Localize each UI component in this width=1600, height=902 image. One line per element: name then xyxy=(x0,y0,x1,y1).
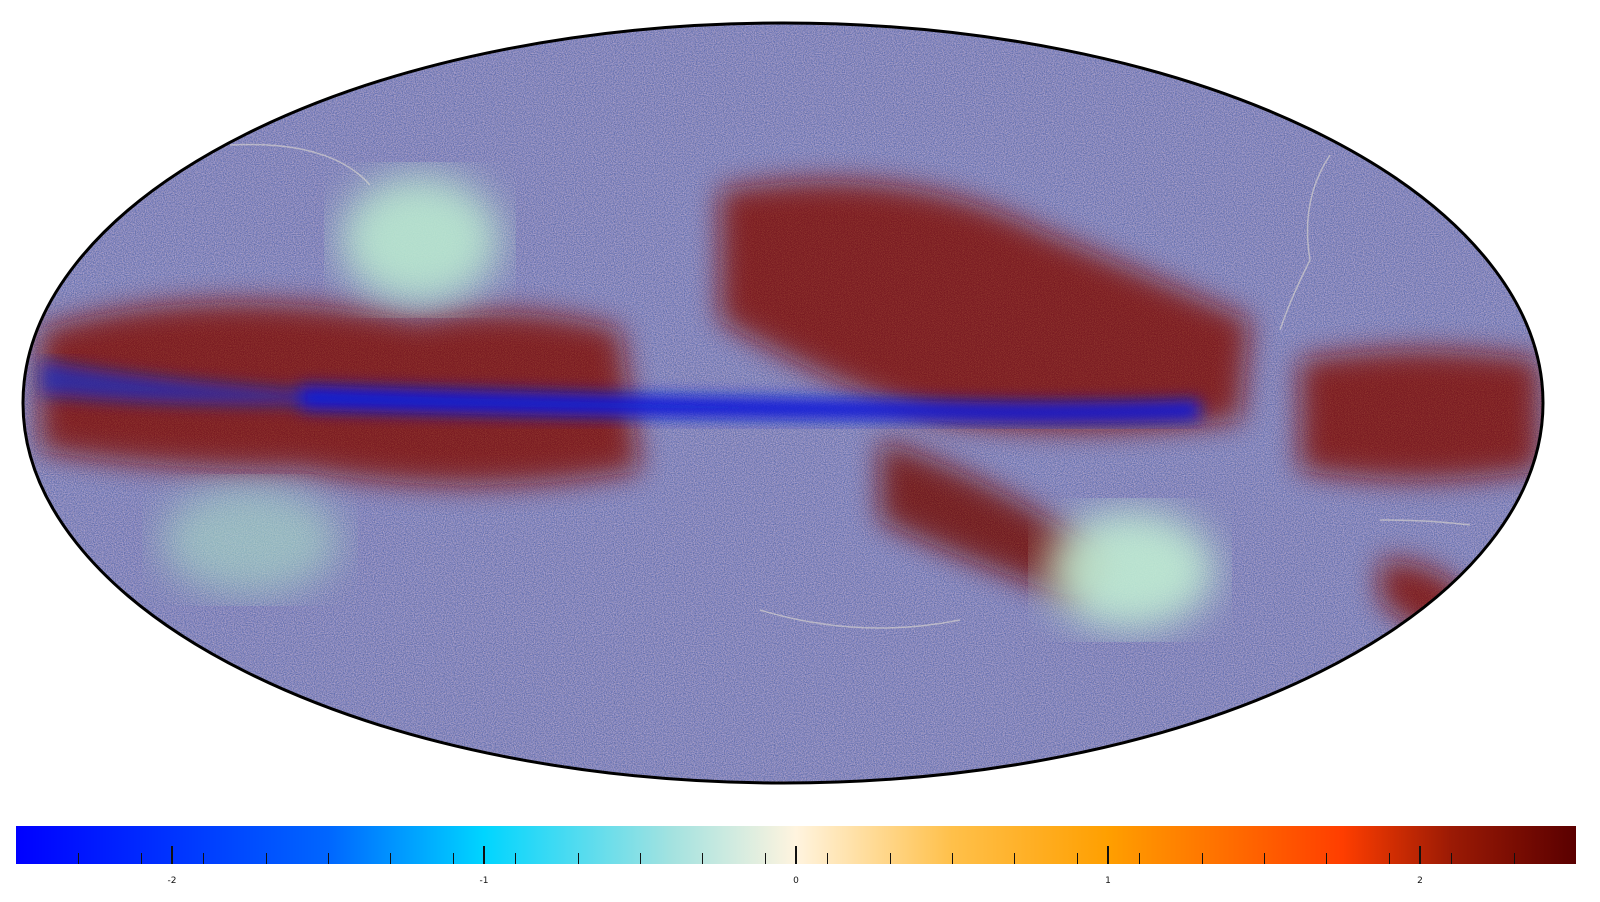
colorbar-tick-labels: -2 -1 0 1 2 xyxy=(16,876,1576,890)
sky-map xyxy=(21,21,1545,785)
major-tick xyxy=(483,846,485,864)
minor-tick xyxy=(827,853,829,864)
minor-tick xyxy=(1513,853,1515,864)
north-bright-region xyxy=(340,175,500,305)
lower-left-bright-region xyxy=(160,485,340,595)
major-tick xyxy=(1419,846,1421,864)
minor-tick xyxy=(1076,853,1078,864)
minor-tick xyxy=(390,853,392,864)
scan-arcs xyxy=(229,143,1471,629)
major-tick xyxy=(795,846,797,864)
tick-label: 2 xyxy=(1417,876,1423,886)
minor-tick xyxy=(1139,853,1141,864)
minor-tick xyxy=(889,853,891,864)
map-content xyxy=(23,23,1543,783)
minor-tick xyxy=(1264,853,1265,864)
minor-tick xyxy=(203,853,205,864)
minor-tick xyxy=(452,853,454,864)
minor-tick xyxy=(140,853,142,864)
tick-label: 0 xyxy=(793,876,799,886)
minor-tick xyxy=(328,853,329,864)
tick-label: -2 xyxy=(167,876,177,886)
galactic-plane-band xyxy=(40,360,1200,423)
minor-tick xyxy=(1201,853,1203,864)
minor-tick xyxy=(702,853,704,864)
minor-tick xyxy=(577,853,579,864)
minor-tick xyxy=(265,853,267,864)
major-tick xyxy=(1107,846,1109,864)
major-tick xyxy=(171,846,173,864)
minor-tick xyxy=(952,853,953,864)
map-outline xyxy=(21,21,1545,785)
colorbar-ticks xyxy=(16,826,1576,864)
south-bright-region xyxy=(1045,510,1215,630)
minor-tick xyxy=(1014,853,1016,864)
minor-tick xyxy=(1326,853,1328,864)
tick-label: 1 xyxy=(1105,876,1111,886)
minor-tick xyxy=(515,853,517,864)
minor-tick xyxy=(640,853,641,864)
minor-tick xyxy=(764,853,766,864)
tick-label: -1 xyxy=(479,876,489,886)
minor-tick xyxy=(1451,853,1453,864)
minor-tick xyxy=(1388,853,1390,864)
colorbar xyxy=(16,826,1576,866)
minor-tick xyxy=(78,853,80,864)
